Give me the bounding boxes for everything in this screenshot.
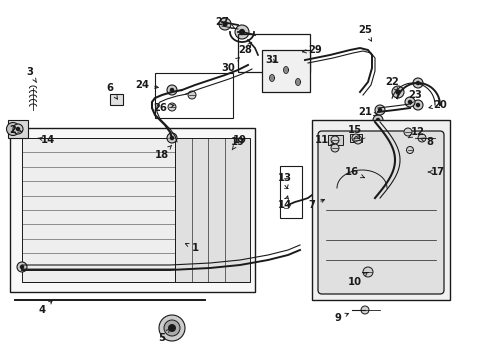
- Circle shape: [222, 21, 227, 27]
- Circle shape: [169, 136, 174, 140]
- Circle shape: [169, 88, 174, 92]
- Text: 31: 31: [264, 55, 279, 65]
- Circle shape: [20, 265, 24, 269]
- Circle shape: [166, 322, 178, 334]
- Text: 5: 5: [158, 328, 170, 343]
- Text: 23: 23: [407, 90, 421, 104]
- Bar: [327, 135, 342, 145]
- Circle shape: [13, 124, 23, 134]
- Text: 8: 8: [420, 137, 433, 147]
- Circle shape: [394, 89, 400, 95]
- Text: 28: 28: [238, 42, 251, 55]
- Text: 7: 7: [308, 199, 324, 210]
- Text: 26: 26: [153, 103, 174, 113]
- Circle shape: [6, 122, 20, 135]
- Circle shape: [16, 127, 20, 131]
- Text: 19: 19: [232, 135, 246, 145]
- Polygon shape: [284, 68, 287, 72]
- Text: 14: 14: [277, 196, 291, 210]
- Circle shape: [415, 103, 419, 107]
- Circle shape: [377, 108, 382, 112]
- Text: 10: 10: [347, 273, 366, 287]
- Circle shape: [362, 267, 372, 277]
- Circle shape: [219, 18, 230, 30]
- Text: 14: 14: [38, 135, 55, 145]
- Circle shape: [17, 262, 27, 272]
- Text: 2: 2: [10, 125, 22, 135]
- Text: 16: 16: [344, 167, 364, 178]
- Text: 30: 30: [221, 58, 239, 73]
- Circle shape: [372, 193, 382, 203]
- Text: 15: 15: [347, 125, 361, 139]
- Circle shape: [417, 134, 425, 142]
- Bar: [280, 166, 302, 218]
- Circle shape: [353, 136, 361, 144]
- Circle shape: [168, 103, 176, 111]
- Circle shape: [375, 196, 380, 200]
- Bar: [110, 94, 123, 105]
- Circle shape: [235, 25, 248, 39]
- Text: 1: 1: [185, 243, 198, 253]
- Bar: [311, 120, 449, 300]
- Circle shape: [159, 315, 184, 341]
- Text: 13: 13: [278, 173, 291, 189]
- Text: 20: 20: [428, 100, 446, 110]
- Circle shape: [330, 144, 338, 152]
- FancyBboxPatch shape: [317, 131, 443, 294]
- Bar: [8, 120, 28, 138]
- Text: 22: 22: [385, 77, 398, 91]
- Bar: [10, 128, 254, 292]
- Bar: [155, 73, 232, 118]
- Polygon shape: [296, 80, 299, 84]
- Circle shape: [351, 134, 359, 142]
- Circle shape: [168, 324, 176, 332]
- Text: 25: 25: [357, 25, 371, 41]
- Circle shape: [167, 85, 177, 95]
- Circle shape: [238, 29, 244, 35]
- Circle shape: [415, 81, 419, 85]
- Circle shape: [391, 86, 403, 98]
- Text: 12: 12: [407, 127, 424, 138]
- Circle shape: [372, 115, 382, 125]
- Circle shape: [404, 97, 414, 107]
- Text: 24: 24: [135, 80, 158, 90]
- Bar: [349, 134, 361, 142]
- Bar: [238, 34, 309, 72]
- Bar: [175, 138, 249, 282]
- Circle shape: [407, 100, 411, 104]
- Circle shape: [374, 105, 384, 115]
- Text: 4: 4: [39, 301, 52, 315]
- Text: 11: 11: [314, 135, 334, 145]
- Circle shape: [403, 128, 411, 136]
- Text: 3: 3: [26, 67, 36, 82]
- Circle shape: [406, 147, 413, 153]
- Circle shape: [187, 91, 196, 99]
- Text: 29: 29: [302, 45, 321, 55]
- Circle shape: [412, 78, 422, 88]
- Circle shape: [167, 133, 177, 143]
- Circle shape: [163, 320, 180, 336]
- Text: 9: 9: [334, 313, 348, 323]
- Circle shape: [360, 306, 368, 314]
- Text: 19: 19: [230, 137, 244, 150]
- Bar: [22, 138, 175, 282]
- Circle shape: [330, 136, 338, 144]
- Text: 21: 21: [357, 107, 377, 117]
- Text: 17: 17: [427, 167, 444, 177]
- Text: 6: 6: [106, 83, 117, 99]
- Circle shape: [412, 100, 422, 110]
- Polygon shape: [270, 76, 273, 80]
- Text: 18: 18: [155, 145, 171, 160]
- Circle shape: [375, 118, 380, 122]
- Text: 27: 27: [215, 17, 234, 28]
- Bar: [262, 50, 309, 92]
